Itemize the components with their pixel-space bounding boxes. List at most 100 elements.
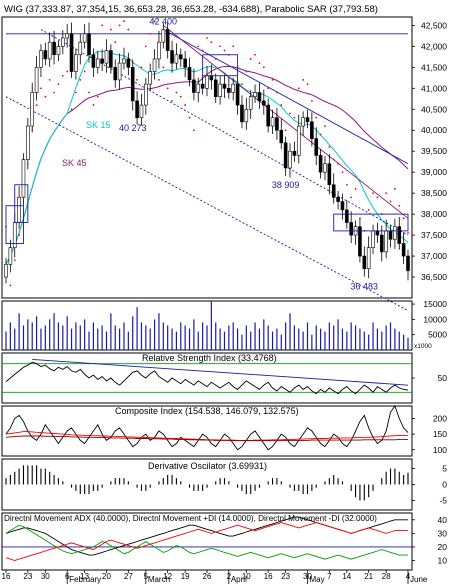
derivative-panel-ytick-label: 0: [442, 480, 447, 490]
downtrend-line: [163, 29, 409, 165]
price-panel-ytick-label: 38,000: [421, 209, 447, 219]
sar-dot: [310, 99, 313, 102]
candle-body: [218, 83, 222, 97]
derivative-panel-ytick-label: 5: [442, 464, 447, 474]
x-tick-label: 10: [242, 572, 251, 581]
sk45-label: SK 45: [62, 158, 87, 168]
candle-body: [248, 96, 253, 110]
candle-body: [196, 83, 201, 93]
sar-dot: [359, 217, 361, 220]
sar-dot: [315, 116, 318, 119]
candle-body: [126, 58, 131, 68]
sar-dot: [158, 79, 160, 81]
sar-dot: [179, 95, 182, 98]
candle-body: [87, 33, 91, 56]
candle-body: [144, 83, 148, 106]
candle-body: [52, 41, 56, 56]
candle-body: [296, 125, 301, 156]
x-tick-label: 30: [41, 572, 50, 581]
x-tick-label: 19: [181, 572, 190, 581]
sar-dot: [162, 66, 165, 69]
candle-body: [17, 197, 21, 223]
sar-dot: [83, 70, 86, 73]
sar-dot: [241, 83, 243, 86]
rsi-line: [5, 361, 409, 395]
candle-body: [240, 104, 244, 123]
composite-series-line: [5, 435, 408, 442]
sar-dot: [171, 99, 173, 102]
sar-dot: [201, 49, 204, 52]
x-tick-label: 27: [124, 572, 133, 581]
candle-body: [30, 92, 35, 127]
candle-body: [244, 108, 249, 123]
price-panel-ytick-label: 38,500: [421, 188, 447, 198]
dmi-series-line: [5, 524, 408, 560]
sar-dot: [166, 87, 169, 90]
price-panel-frame: [1, 16, 413, 299]
price-annotation: 42 400: [150, 17, 178, 27]
sar-dot: [376, 196, 379, 199]
price-panel-ytick-label: 41,500: [421, 62, 447, 72]
volume-scale-note: x1000: [414, 343, 432, 350]
sar-dot: [302, 79, 305, 81]
sar-dot: [96, 95, 99, 98]
candle-body: [262, 100, 266, 106]
sar-dot: [385, 192, 388, 195]
x-tick-label: 26: [203, 572, 212, 581]
sar-dot: [13, 259, 16, 262]
sar-dot: [232, 45, 235, 48]
candle-body: [69, 33, 74, 72]
candle-body: [266, 104, 270, 127]
candle-body: [283, 142, 288, 169]
candle-body: [375, 230, 380, 236]
sar-dot: [280, 104, 283, 106]
candle-body: [406, 255, 410, 272]
candle-body: [358, 226, 362, 257]
candle-body: [301, 117, 305, 127]
sar-dot: [118, 24, 121, 27]
sar-dot: [114, 41, 117, 44]
candle-body: [340, 201, 345, 211]
sar-dot: [53, 91, 55, 94]
sar-dot: [31, 129, 34, 132]
candle-body: [384, 230, 388, 253]
sar-dot: [22, 196, 25, 199]
x-tick-label: 2: [227, 572, 232, 581]
sar-dot: [140, 66, 143, 69]
sar-dot: [337, 162, 339, 165]
dmi-panel-ytick-label: 30: [438, 528, 448, 538]
sar-dot: [188, 116, 191, 119]
sar-dot: [9, 284, 12, 287]
candle-body: [95, 58, 100, 68]
sar-dot: [341, 171, 344, 174]
sar-dot: [219, 45, 222, 48]
x-tick-label: 14: [342, 572, 351, 581]
sar-dot: [184, 104, 187, 106]
candle-body: [257, 92, 262, 102]
candle-body: [227, 87, 231, 93]
sar-dot: [88, 91, 90, 94]
chart-overlay: 42,500 42,000 41,500 41,000 40,500 40,000 39,5…: [2, 17, 448, 584]
candle-body: [109, 50, 113, 68]
candle-body: [61, 37, 65, 47]
sar-dot: [109, 28, 112, 31]
sar-dot: [289, 112, 291, 115]
dmi-series-line: [5, 522, 408, 561]
price-panel-ytick-label: 40,000: [421, 125, 447, 135]
candle-body: [183, 58, 187, 68]
price-panel-ytick-label: 37,000: [421, 251, 447, 261]
candle-body: [100, 58, 104, 64]
month-label: April: [231, 575, 247, 584]
x-tick-label: 30: [303, 572, 312, 581]
support-box: [333, 213, 409, 232]
sar-dot: [293, 116, 296, 119]
candle-body: [379, 234, 384, 253]
month-label: May: [310, 575, 325, 584]
candle-body: [43, 50, 48, 60]
sar-dot: [276, 91, 278, 94]
candle-body: [152, 58, 157, 72]
candle-body: [113, 67, 118, 81]
candle-body: [178, 54, 183, 60]
candle-body: [21, 159, 26, 198]
sar-dot: [131, 62, 134, 65]
